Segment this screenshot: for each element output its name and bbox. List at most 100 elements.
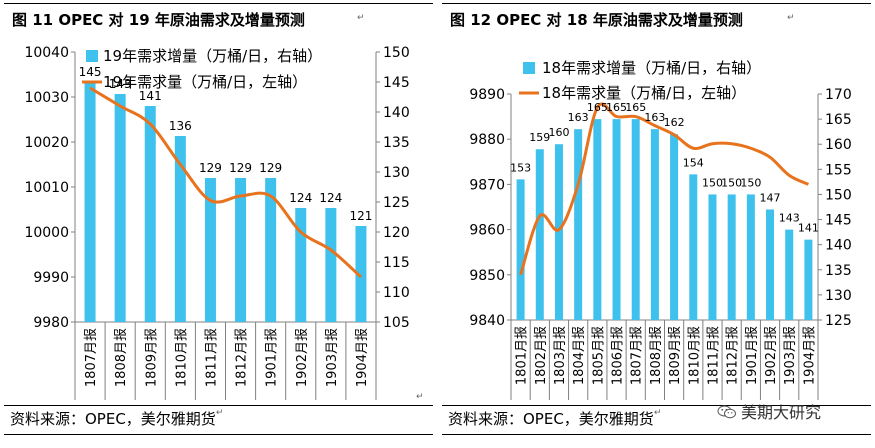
top-rule: [442, 3, 871, 4]
right-tick-label: 150: [383, 45, 410, 61]
right-tick-label: 130: [383, 165, 410, 181]
bar: [554, 144, 563, 320]
bar-data-label: 162: [664, 116, 685, 129]
bar: [325, 208, 337, 322]
left-tick-label: 10000: [24, 225, 69, 241]
category-label: 1802月报: [534, 326, 549, 385]
watermark: 美期大研究: [717, 399, 821, 423]
bar: [631, 119, 640, 320]
right-tick-label: 140: [383, 105, 410, 121]
bar: [574, 129, 583, 320]
category-label: 1810月报: [174, 328, 189, 387]
right-tick-label: 145: [825, 213, 852, 229]
bar: [516, 179, 525, 320]
chart-svg: 9840 9850 9860 9870 9880 9890 125 130 135 140 145 1…: [469, 59, 852, 400]
bar-data-label: 124: [289, 191, 312, 205]
bar-data-label: 129: [229, 161, 252, 175]
bar: [114, 94, 126, 322]
bar-data-label: 165: [625, 101, 646, 114]
legend-swatch-bar: [86, 50, 98, 62]
right-tick-label: 150: [825, 187, 852, 203]
bar: [265, 178, 277, 322]
bar-data-label: 141: [139, 89, 162, 103]
bar: [204, 178, 216, 322]
bar: [727, 194, 736, 320]
right-tick-label: 120: [383, 225, 410, 241]
category-label: 1811月报: [204, 328, 219, 387]
bar-data-label: 154: [683, 156, 704, 169]
chart-panel-12: 图 12 OPEC 对 18 年原油需求及增量预测 ↵ 9840 9850 9860…: [438, 0, 875, 448]
category-label: 1808月报: [114, 328, 129, 387]
source-text: 资料来源：OPEC，美尔雅期货: [10, 410, 216, 428]
left-tick-label: 9870: [469, 177, 505, 193]
bar: [650, 129, 659, 320]
chart-svg: 9980 9990 10000 10010 10020 10030 10040 105 110 1…: [24, 45, 410, 400]
bar: [689, 174, 698, 320]
bar-data-label: 163: [644, 111, 665, 124]
bar: [746, 194, 755, 320]
category-label: 1902月报: [764, 326, 779, 385]
bar: [174, 136, 186, 322]
bar: [355, 226, 367, 322]
bar: [84, 82, 96, 322]
bar-data-label: 150: [721, 176, 742, 189]
bar: [612, 119, 621, 320]
right-tick-label: 170: [825, 87, 852, 103]
bar: [295, 208, 307, 322]
left-tick-label: 10040: [24, 45, 69, 61]
category-label: 1807月报: [630, 326, 645, 385]
bar: [804, 239, 813, 320]
bar-data-label: 141: [798, 222, 819, 235]
category-label: 1902月报: [295, 328, 310, 387]
watermark-text: 美期大研究: [741, 403, 822, 422]
right-tick-label: 135: [825, 263, 852, 279]
left-tick-label: 9850: [469, 268, 505, 284]
legend-label-bar: 19年需求增量（万桶/日，右轴）: [103, 47, 322, 65]
right-tick-label: 125: [825, 313, 852, 329]
category-label: 1807月报: [84, 328, 99, 387]
right-tick-label: 110: [383, 285, 410, 301]
source-rule: [442, 405, 871, 406]
category-label: 1803月报: [553, 326, 568, 385]
bar: [235, 178, 247, 322]
category-label: 1810月报: [687, 326, 702, 385]
category-label: 1806月报: [611, 326, 626, 385]
category-label: 1805月报: [591, 326, 606, 385]
category-label: 1801月报: [515, 326, 530, 385]
source-rule: [4, 405, 433, 406]
right-tick-label: 155: [825, 162, 852, 178]
top-rule: [4, 3, 433, 4]
category-label: 1904月报: [355, 328, 370, 387]
right-tick-label: 140: [825, 238, 852, 254]
left-tick-label: 9880: [469, 132, 505, 148]
bar-data-label: 124: [319, 191, 342, 205]
bar-data-label: 143: [109, 77, 132, 91]
bar-data-label: 165: [587, 101, 608, 114]
legend-label-line: 19年需求量（万桶/日，左轴）: [103, 73, 307, 91]
category-label: 1811月报: [706, 326, 721, 385]
category-label: 1901月报: [265, 328, 280, 387]
category-label: 1903月报: [325, 328, 340, 387]
bottom-rule: [442, 434, 871, 435]
left-tick-label: 9860: [469, 223, 505, 239]
paragraph-mark: ↵: [215, 408, 224, 418]
left-tick-label: 10020: [24, 135, 69, 151]
source-text: 资料来源：OPEC，美尔雅期货: [448, 410, 654, 428]
left-tick-label: 9980: [33, 315, 69, 331]
right-tick-label: 145: [383, 75, 410, 91]
demand-line: [519, 102, 810, 276]
category-label: 1808月报: [649, 326, 664, 385]
paragraph-mark: ↵: [653, 408, 662, 418]
bar-data-label: 136: [169, 119, 192, 133]
right-tick-label: 130: [825, 288, 852, 304]
bar: [670, 134, 679, 320]
bar-data-label: 121: [349, 209, 372, 223]
paragraph-mark: ↵: [787, 13, 795, 23]
bar-data-label: 150: [702, 176, 723, 189]
bar: [144, 106, 156, 322]
bar-data-label: 147: [760, 192, 781, 205]
left-tick-label: 10010: [24, 180, 69, 196]
chart-title: 图 11 OPEC 对 19 年原油需求及增量预测: [12, 11, 305, 29]
category-label: 1809月报: [144, 328, 159, 387]
right-tick-label: 160: [825, 137, 852, 153]
